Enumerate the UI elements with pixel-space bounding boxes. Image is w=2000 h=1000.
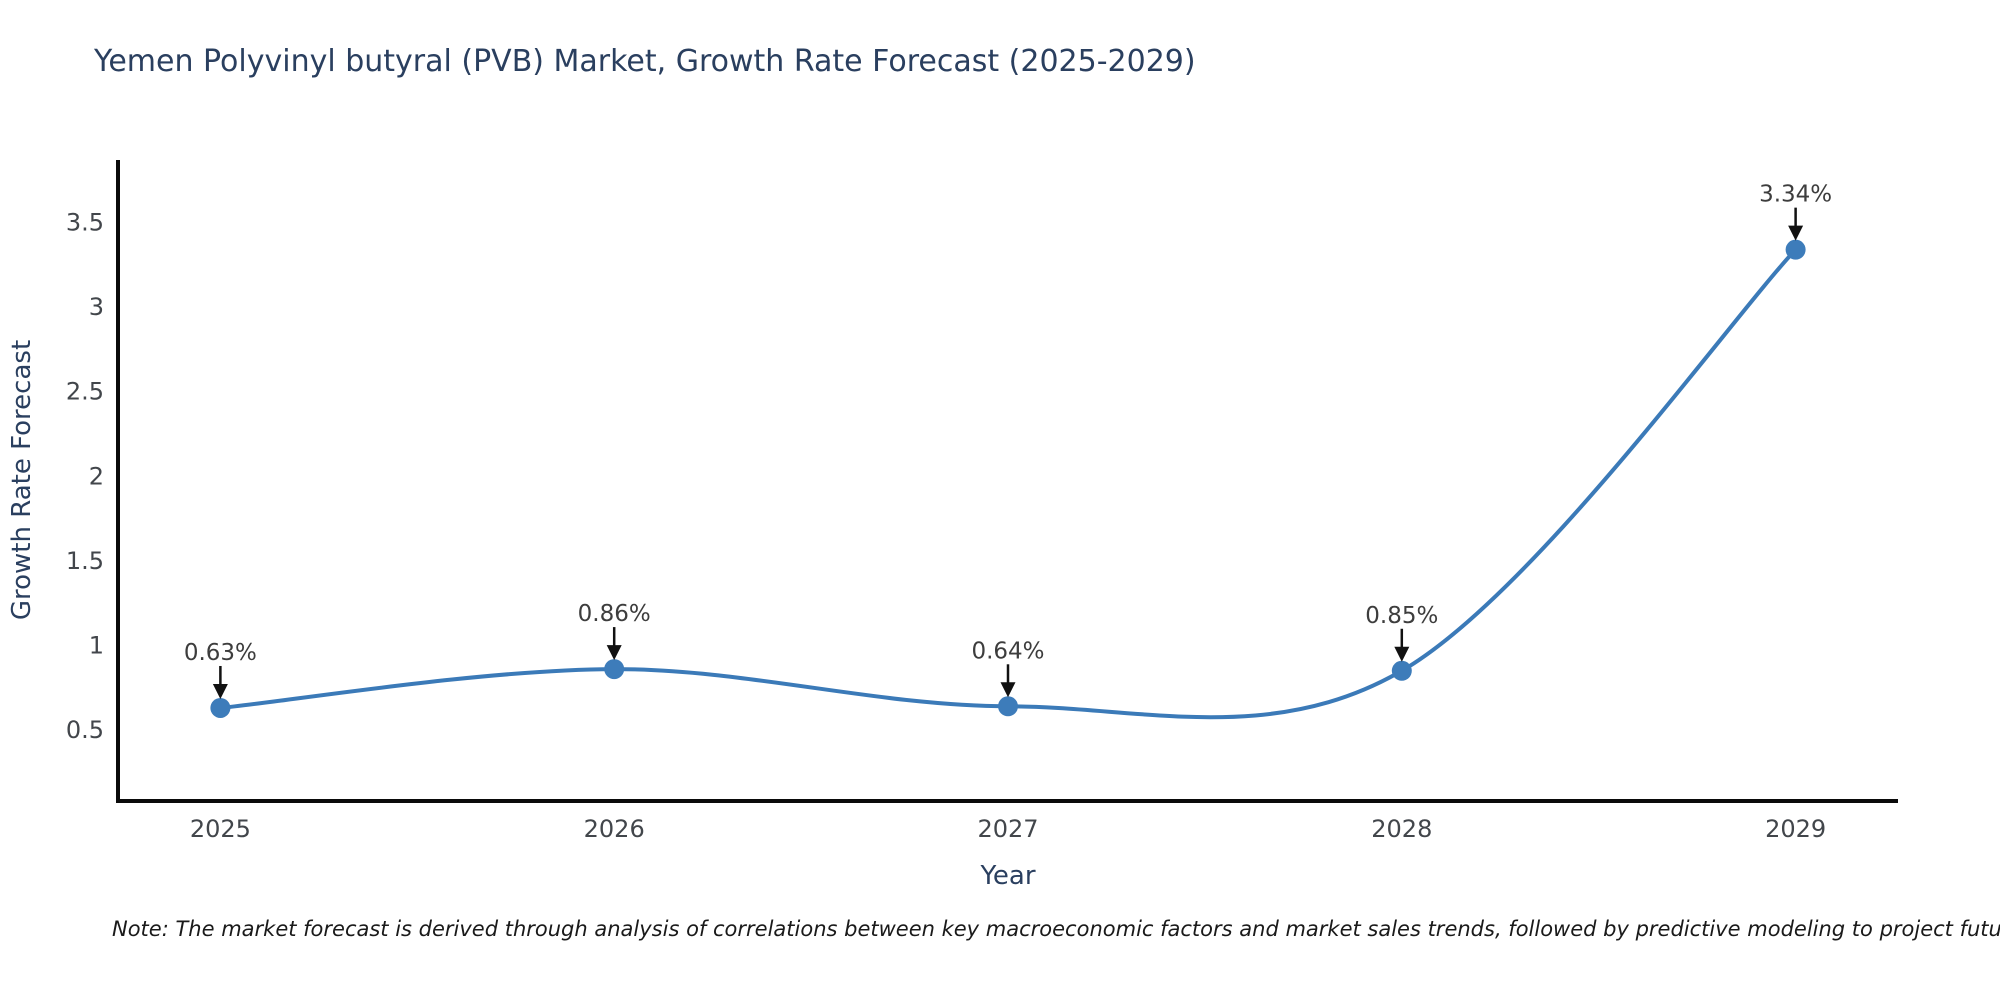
annotation-arrow-head-icon [1788, 225, 1804, 241]
x-tick-label: 2029 [1765, 815, 1826, 843]
x-tick-label: 2026 [584, 815, 645, 843]
y-tick-label: 3.5 [66, 209, 104, 237]
point-value-label: 0.86% [578, 601, 651, 627]
data-point-2029 [1785, 239, 1806, 260]
x-axis-title: Year [979, 861, 1035, 891]
footnote: Note: The market forecast is derived thr… [112, 917, 2000, 941]
data-point-2026 [604, 659, 625, 680]
point-value-label: 0.64% [971, 638, 1044, 664]
data-point-2028 [1391, 660, 1412, 681]
y-tick-label: 1 [89, 631, 104, 659]
trend-line [218, 247, 1798, 720]
annotation-arrow-head-icon [212, 683, 228, 699]
chart-title: Yemen Polyvinyl butyral (PVB) Market, Gr… [94, 44, 1196, 79]
point-value-label: 0.63% [184, 640, 257, 666]
data-point-2025 [210, 697, 231, 718]
annotation-arrow-head-icon [1000, 682, 1016, 698]
x-tick-label: 2025 [190, 815, 251, 843]
x-tick-label: 2027 [977, 815, 1038, 843]
y-tick-label: 3 [89, 293, 104, 321]
point-value-label: 3.34% [1759, 182, 1832, 208]
y-tick-label: 1.5 [66, 547, 104, 575]
y-tick-label: 2.5 [66, 378, 104, 406]
y-tick-label: 2 [89, 462, 104, 490]
y-tick-label: 0.5 [66, 716, 104, 744]
plot-area: 0.5 1 1.5 2 2.5 3 3.5 2025 2026 2027 2028 2029 0.63%… [66, 160, 1898, 843]
y-axis-title: Growth Rate Forecast [7, 340, 37, 620]
annotation-arrow-head-icon [1394, 646, 1410, 662]
data-point-2027 [998, 696, 1018, 717]
annotation-arrow-head-icon [606, 645, 622, 661]
point-value-label: 0.85% [1365, 603, 1438, 629]
x-tick-label: 2028 [1371, 815, 1432, 843]
